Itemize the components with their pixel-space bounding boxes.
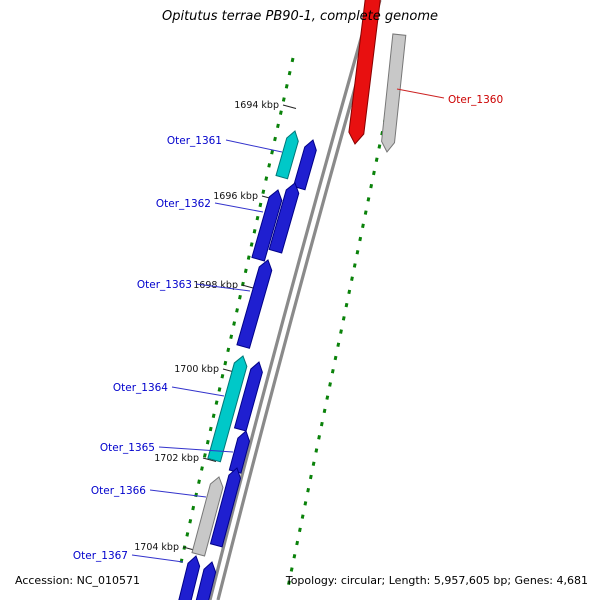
gene-label-leader-oter-1361 (225, 139, 283, 153)
gene-label-oter-1361[interactable]: Oter_1361 (167, 135, 222, 147)
gene-arrow-oter-1362[interactable] (251, 188, 284, 262)
gene-arrow-oter-1366[interactable] (191, 475, 225, 557)
scale-tick-label: 1704 kbp (134, 542, 179, 553)
map-title: Opitutus terrae PB90-1, complete genome (162, 9, 438, 24)
gene-arrow-unlabeled-blue-1[interactable] (292, 138, 318, 191)
gene-label-leader-oter-1364 (171, 386, 225, 397)
gene-arrow-unlabeled-blue-4[interactable] (209, 466, 242, 548)
gene-label-oter-1364[interactable]: Oter_1364 (113, 382, 168, 394)
gene-label-oter-1366[interactable]: Oter_1366 (91, 485, 146, 497)
gene-arrow-unlabeled-blue-5[interactable] (190, 561, 218, 600)
gene-label-leader-oter-1367 (131, 554, 184, 563)
gene-label-leader-oter-1360 (396, 88, 445, 99)
scale-tick (202, 457, 217, 462)
minor-tick-ring-right (285, 51, 401, 593)
gene-label-leader-oter-1363 (195, 283, 251, 292)
gene-label-leader-oter-1365 (158, 446, 234, 453)
gene-label-oter-1365[interactable]: Oter_1365 (100, 442, 155, 454)
scale-tick (282, 104, 297, 109)
gene-label-oter-1362[interactable]: Oter_1362 (156, 198, 211, 210)
scale-tick-label: 1702 kbp (154, 453, 199, 464)
gene-arrow-oter-1363[interactable] (236, 258, 274, 349)
accession-text: Accession: NC_010571 (15, 574, 140, 587)
gene-arrow-oter-1364[interactable] (207, 354, 249, 463)
gene-arrow-unlabeled-blue-3[interactable] (233, 360, 265, 432)
gene-arrow-oter-1367[interactable] (175, 555, 202, 600)
scale-tick-label: 1698 kbp (193, 280, 238, 291)
gene-label-oter-1367[interactable]: Oter_1367 (73, 550, 128, 562)
gene-arrow-oter-1360[interactable] (348, 0, 383, 145)
gene-arrow-unlabeled-gray-top[interactable] (381, 33, 407, 153)
gene-label-leader-oter-1366 (149, 489, 207, 498)
scale-tick-label: 1700 kbp (174, 364, 219, 375)
gene-label-leader-oter-1362 (214, 202, 264, 213)
genome-backbone-line-inner (208, 0, 374, 600)
gene-label-oter-1363[interactable]: Oter_1363 (137, 279, 192, 291)
gene-arrow-oter-1361[interactable] (275, 129, 301, 180)
gene-label-oter-1360[interactable]: Oter_1360 (448, 94, 503, 106)
scale-tick-label: 1694 kbp (234, 100, 279, 111)
topology-summary-text: Topology: circular; Length: 5,957,605 bp… (285, 574, 588, 587)
gene-arrow-unlabeled-blue-2[interactable] (268, 181, 301, 254)
scale-tick-label: 1696 kbp (213, 191, 258, 202)
